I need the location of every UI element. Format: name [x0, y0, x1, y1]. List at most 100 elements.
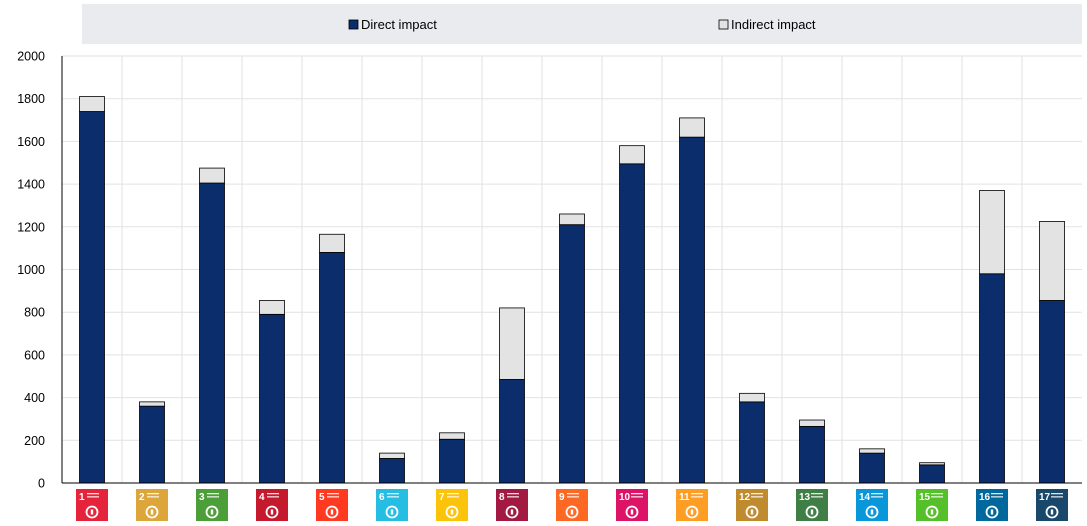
- sdg-title-lines: [267, 496, 279, 498]
- sdg-pictogram: [925, 505, 939, 519]
- sdg-5-icon: [316, 489, 348, 521]
- sdg-title-lines: [1051, 493, 1063, 495]
- sdg-16-icon: [976, 489, 1008, 521]
- sdg-number-label: 16: [979, 492, 991, 503]
- sdg-1-icon: [76, 489, 108, 521]
- bar-direct-8: [499, 379, 525, 484]
- sdg-title-lines: [631, 493, 643, 495]
- sdg-pictogram-detail: [330, 509, 334, 515]
- legend: Direct impact Indirect impact: [82, 4, 1082, 44]
- sdg-14-icon: [856, 489, 888, 521]
- sdg-number-label: 5: [319, 492, 325, 503]
- sdg-title-lines: [691, 493, 703, 495]
- sdg-number-label: 8: [499, 492, 505, 503]
- sdg-13-icon: [796, 489, 828, 521]
- y-tick-label: 1600: [17, 135, 45, 149]
- sdg-pictogram-detail: [450, 509, 454, 515]
- sdg-title-lines: [327, 496, 339, 498]
- sdg-title-lines: [87, 496, 99, 498]
- bar-indirect-5: [319, 233, 345, 253]
- sdg-pictogram: [325, 505, 339, 519]
- sdg-8-icon: [496, 489, 528, 521]
- sdg-title-lines: [871, 493, 883, 495]
- sdg-pictogram-detail: [690, 509, 694, 515]
- sdg-7-icon: [436, 489, 468, 521]
- sdg-pictogram-detail: [870, 509, 874, 515]
- sdg-2-icon: [136, 489, 168, 521]
- bar-indirect-14: [859, 448, 885, 454]
- bar-direct-3: [199, 182, 225, 484]
- y-tick-label: 200: [24, 434, 45, 448]
- sdg-title-lines: [931, 493, 943, 495]
- sdg-title-lines: [871, 496, 883, 498]
- bar-direct-5: [319, 252, 345, 484]
- sdg-title-lines: [447, 496, 459, 498]
- sdg-pictogram: [805, 505, 819, 519]
- sdg-title-lines: [207, 493, 219, 495]
- bar-direct-16: [979, 273, 1005, 484]
- sdg-9-icon: [556, 489, 588, 521]
- bar-indirect-7: [439, 432, 465, 440]
- sdg-17-icon: [1036, 489, 1068, 521]
- bar-direct-12: [739, 401, 765, 484]
- sdg-pictogram: [685, 505, 699, 519]
- sdg-10-icon: [616, 489, 648, 521]
- sdg-title-lines: [147, 493, 159, 495]
- sdg-title-lines: [631, 496, 643, 498]
- sdg-title-lines: [811, 496, 823, 498]
- sdg-pictogram-detail: [1050, 509, 1054, 515]
- bar-indirect-16: [979, 190, 1005, 275]
- sdg-pictogram: [445, 505, 459, 519]
- sdg-title-lines: [691, 496, 703, 498]
- sdg-title-lines: [447, 493, 459, 495]
- sdg-title-lines: [567, 493, 579, 495]
- bar-direct-6: [379, 458, 405, 484]
- sdg-title-lines: [387, 496, 399, 498]
- legend-swatch-indirect: [718, 19, 729, 30]
- sdg-pictogram: [745, 505, 759, 519]
- sdg-title-lines: [87, 493, 99, 495]
- sdg-4-icon: [256, 489, 288, 521]
- sdg-pictogram: [985, 505, 999, 519]
- sdg-title-lines: [207, 496, 219, 498]
- bar-indirect-11: [679, 117, 705, 138]
- legend-label-direct: Direct impact: [361, 17, 437, 32]
- sdg-number-label: 3: [199, 492, 205, 503]
- sdg-pictogram-detail: [510, 509, 514, 515]
- bar-indirect-1: [79, 96, 105, 112]
- y-tick-label: 2000: [17, 50, 45, 64]
- sdg-3-icon: [196, 489, 228, 521]
- sdg-title-lines: [991, 496, 1003, 498]
- bar-direct-7: [439, 438, 465, 484]
- sdg-title-lines: [507, 496, 519, 498]
- sdg-pictogram-detail: [810, 509, 814, 515]
- bar-indirect-17: [1039, 221, 1065, 301]
- bar-direct-14: [859, 452, 885, 484]
- bar-indirect-6: [379, 452, 405, 459]
- bar-indirect-10: [619, 145, 645, 165]
- bar-indirect-8: [499, 307, 525, 380]
- bar-indirect-12: [739, 392, 765, 403]
- bar-direct-11: [679, 136, 705, 484]
- y-tick-label: 400: [24, 391, 45, 405]
- y-tick-label: 1200: [17, 220, 45, 234]
- sdg-pictogram-detail: [390, 509, 394, 515]
- bar-direct-1: [79, 111, 105, 484]
- sdg-title-lines: [751, 493, 763, 495]
- y-tick-label: 600: [24, 348, 45, 362]
- sdg-number-label: 9: [559, 492, 565, 503]
- legend-background: [82, 4, 1082, 44]
- sdg-title-lines: [387, 493, 399, 495]
- bar-indirect-13: [799, 419, 825, 427]
- sdg-title-lines: [147, 496, 159, 498]
- sdg-title-lines: [567, 496, 579, 498]
- sdg-11-icon: [676, 489, 708, 521]
- sdg-pictogram-detail: [990, 509, 994, 515]
- sdg-pictogram: [205, 505, 219, 519]
- sdg-pictogram-detail: [930, 509, 934, 515]
- sdg-number-label: 13: [799, 492, 811, 503]
- sdg-title-lines: [991, 493, 1003, 495]
- sdg-number-label: 10: [619, 492, 631, 503]
- sdg-number-label: 11: [679, 492, 690, 503]
